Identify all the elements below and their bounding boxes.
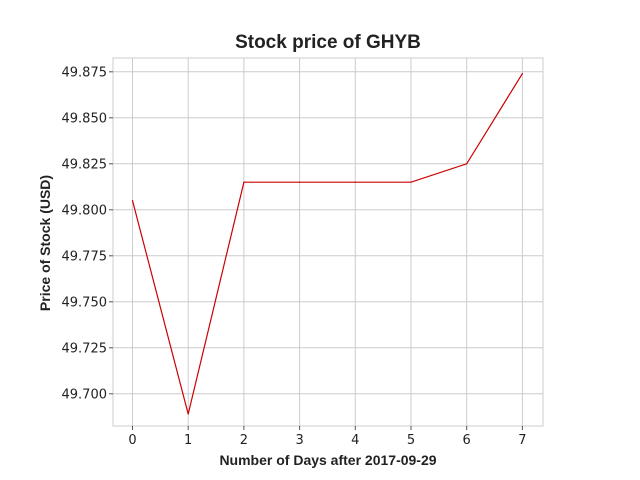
series-layer <box>131 73 524 415</box>
price-data-point <box>243 181 245 183</box>
x-tick-label: 2 <box>240 433 248 448</box>
y-tick-label: 49.750 <box>62 295 108 310</box>
y-tick-label: 49.800 <box>62 203 108 218</box>
x-tick-label: 5 <box>407 433 415 448</box>
x-tick-label: 0 <box>128 433 136 448</box>
price-series-line <box>131 73 523 415</box>
y-tick-label: 49.850 <box>62 111 108 126</box>
price-data-point <box>354 181 356 183</box>
y-tick-label: 49.700 <box>62 387 108 402</box>
price-data-point <box>466 163 468 165</box>
x-axis-label: Number of Days after 2017-09-29 <box>219 452 436 468</box>
plot-frame <box>112 57 544 427</box>
y-axis-label: Price of Stock (USD) <box>37 175 53 311</box>
x-tick-label: 3 <box>295 433 303 448</box>
y-tick-label: 49.875 <box>62 65 108 80</box>
y-tick-label: 49.775 <box>62 249 108 264</box>
y-tick-label: 49.725 <box>62 341 108 356</box>
axis-ticks: 0 1 2 3 4 5 6 7 49.700 49.725 49.750 49.775 49.800 49… <box>62 65 527 448</box>
price-data-point <box>521 73 524 75</box>
price-data-point <box>187 413 189 415</box>
y-tick-label: 49.825 <box>62 157 108 172</box>
price-data-point <box>131 200 134 202</box>
price-data-point <box>299 181 301 183</box>
x-tick-label: 7 <box>518 433 526 448</box>
grid-lines <box>113 58 543 426</box>
x-tick-label: 6 <box>463 433 471 448</box>
price-data-point <box>410 181 412 183</box>
chart-title: Stock price of GHYB <box>235 32 421 53</box>
x-tick-label: 4 <box>351 433 359 448</box>
x-tick-label: 1 <box>184 433 192 448</box>
